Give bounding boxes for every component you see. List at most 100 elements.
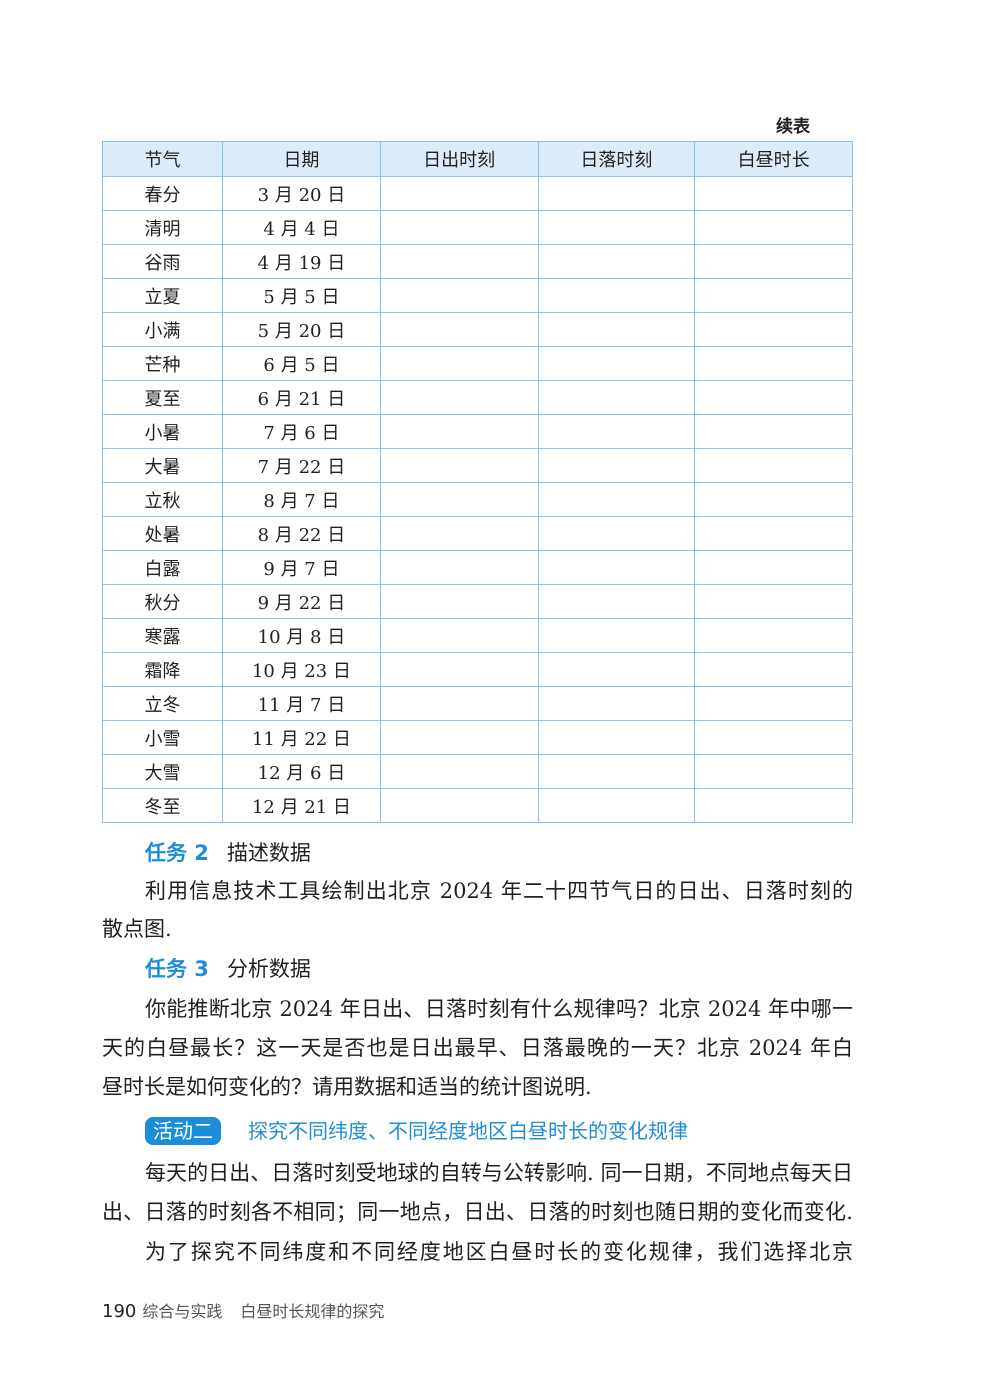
footer-chapter: 白昼时长规律的探究 <box>240 1302 385 1321</box>
solar-term-cell: 夏至 <box>101 380 224 415</box>
date-cell: 5 月 5 日 <box>222 278 381 313</box>
empty-cell <box>537 448 696 483</box>
empty-cell <box>379 448 539 483</box>
paragraph-line: 利用信息技术工具绘制出北京 2024 年二十四节气日的日出、日落时刻的 <box>145 879 853 903</box>
date-cell: 10 月 23 日 <box>222 652 381 687</box>
empty-cell <box>379 346 539 381</box>
empty-cell <box>694 754 853 789</box>
table-row: 大暑 7 月 22 日 <box>101 448 853 483</box>
empty-cell <box>379 176 539 211</box>
empty-cell <box>379 312 539 347</box>
date-cell: 7 月 6 日 <box>222 414 381 449</box>
date-cell: 7 月 22 日 <box>222 448 381 483</box>
activity-badge: 活动二 <box>145 1117 221 1145</box>
empty-cell <box>537 516 696 551</box>
empty-cell <box>537 550 696 585</box>
empty-cell <box>379 550 539 585</box>
page-number: 190 <box>102 1301 137 1322</box>
table-row: 白露 9 月 7 日 <box>101 550 853 585</box>
empty-cell <box>537 176 696 211</box>
date-cell: 12 月 6 日 <box>222 754 381 789</box>
table-row: 大雪 12 月 6 日 <box>101 754 853 789</box>
solar-term-cell: 立秋 <box>101 482 224 517</box>
date-cell: 8 月 22 日 <box>222 516 381 551</box>
task-title: 描述数据 <box>226 841 311 865</box>
table-row: 小暑 7 月 6 日 <box>101 414 853 449</box>
column-header: 节气 <box>101 141 224 177</box>
empty-cell <box>379 754 539 789</box>
empty-cell <box>537 754 696 789</box>
date-cell: 12 月 21 日 <box>222 788 381 823</box>
table-row: 立冬 11 月 7 日 <box>101 686 853 721</box>
solar-term-cell: 冬至 <box>101 788 224 823</box>
empty-cell <box>694 584 853 619</box>
empty-cell <box>694 550 853 585</box>
empty-cell <box>694 720 853 755</box>
solar-term-cell: 小雪 <box>101 720 224 755</box>
date-cell: 11 月 7 日 <box>222 686 381 721</box>
empty-cell <box>694 788 853 823</box>
table-row: 立夏 5 月 5 日 <box>101 278 853 313</box>
date-cell: 6 月 5 日 <box>222 346 381 381</box>
footer-section: 综合与实践 <box>142 1302 223 1321</box>
table-row: 霜降 10 月 23 日 <box>101 652 853 687</box>
solar-term-cell: 谷雨 <box>101 244 224 279</box>
table-row: 秋分 9 月 22 日 <box>101 584 853 619</box>
date-cell: 6 月 21 日 <box>222 380 381 415</box>
paragraph-line: 散点图. <box>102 917 172 941</box>
empty-cell <box>537 244 696 279</box>
table-row: 清明 4 月 4 日 <box>101 210 853 245</box>
empty-cell <box>694 482 853 517</box>
solar-term-cell: 白露 <box>101 550 224 585</box>
empty-cell <box>379 584 539 619</box>
empty-cell <box>537 584 696 619</box>
empty-cell <box>694 244 853 279</box>
date-cell: 5 月 20 日 <box>222 312 381 347</box>
empty-cell <box>379 720 539 755</box>
empty-cell <box>537 618 696 653</box>
page-footer: 190 综合与实践 白昼时长规律的探究 <box>102 1298 384 1322</box>
date-cell: 10 月 8 日 <box>222 618 381 653</box>
empty-cell <box>379 244 539 279</box>
paragraph-line: 你能推断北京 2024 年日出、日落时刻有什么规律吗？北京 2024 年中哪一 <box>145 997 853 1021</box>
empty-cell <box>694 278 853 313</box>
empty-cell <box>694 448 853 483</box>
paragraph-line: 天的白昼最长？这一天是否也是日出最早、日落最晚的一天？北京 2024 年白 <box>102 1036 853 1060</box>
date-cell: 3 月 20 日 <box>222 176 381 211</box>
empty-cell <box>694 652 853 687</box>
table-row: 芒种 6 月 5 日 <box>101 346 853 381</box>
empty-cell <box>694 176 853 211</box>
empty-cell <box>694 686 853 721</box>
empty-cell <box>537 482 696 517</box>
solar-term-cell: 霜降 <box>101 652 224 687</box>
solar-terms-table: 节气 日期 日出时刻 日落时刻 白昼时长 春分 3 月 20 日清明 4 月 4 日谷雨 4 … <box>101 141 853 823</box>
empty-cell <box>694 414 853 449</box>
column-header: 日落时刻 <box>537 141 696 177</box>
empty-cell <box>379 652 539 687</box>
table-row: 谷雨 4 月 19 日 <box>101 244 853 279</box>
empty-cell <box>537 380 696 415</box>
paragraph-line: 每天的日出、日落时刻受地球的自转与公转影响. 同一日期，不同地点每天日 <box>145 1161 853 1185</box>
paragraph-line: 为了探究不同纬度和不同经度地区白昼时长的变化规律，我们选择北京 <box>145 1240 853 1264</box>
date-cell: 8 月 7 日 <box>222 482 381 517</box>
task-title: 分析数据 <box>226 957 311 981</box>
empty-cell <box>379 482 539 517</box>
table-row: 处暑 8 月 22 日 <box>101 516 853 551</box>
date-cell: 9 月 7 日 <box>222 550 381 585</box>
empty-cell <box>379 618 539 653</box>
column-header: 日出时刻 <box>379 141 539 177</box>
column-header: 白昼时长 <box>694 141 853 177</box>
table-row: 小满 5 月 20 日 <box>101 312 853 347</box>
date-cell: 4 月 4 日 <box>222 210 381 245</box>
empty-cell <box>537 210 696 245</box>
paragraph-line: 出、日落的时刻各不相同；同一地点，日出、日落的时刻也随日期的变化而变化. <box>102 1200 853 1224</box>
empty-cell <box>694 516 853 551</box>
task-label: 任务 2 <box>145 841 209 865</box>
empty-cell <box>694 312 853 347</box>
table-caption: 续表 <box>776 117 810 137</box>
empty-cell <box>537 720 696 755</box>
column-header: 日期 <box>222 141 381 177</box>
empty-cell <box>379 516 539 551</box>
solar-term-cell: 小暑 <box>101 414 224 449</box>
empty-cell <box>694 618 853 653</box>
